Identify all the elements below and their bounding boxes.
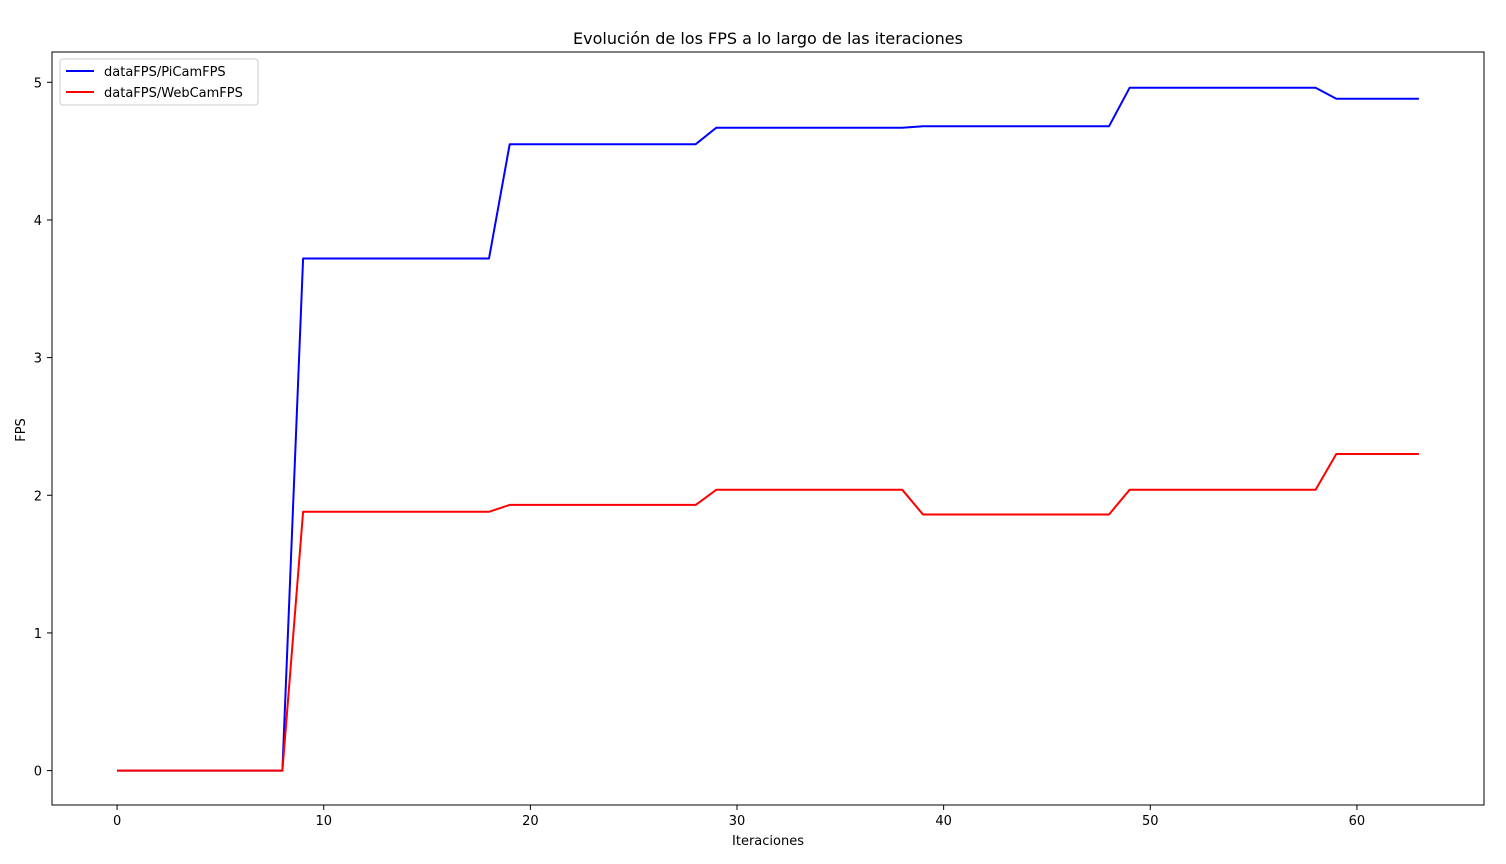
x-tick-label: 40 — [935, 814, 952, 829]
x-tick-label: 0 — [113, 814, 121, 829]
series-line-2 — [117, 453, 1419, 772]
x-tick-label: 60 — [1349, 814, 1366, 829]
x-axis: 0 10 20 30 40 50 60 — [113, 805, 1365, 829]
x-tick-label: 30 — [729, 814, 746, 829]
y-axis: 0 1 2 3 4 5 — [34, 76, 52, 780]
plot-area — [51, 51, 1485, 806]
y-tick-label: 2 — [34, 489, 42, 504]
x-tick-label: 10 — [315, 814, 332, 829]
y-tick-label: 3 — [34, 352, 42, 367]
x-tick-label: 50 — [1142, 814, 1159, 829]
legend-box — [59, 58, 259, 106]
legend: dataFPS/PiCamFPS dataFPS/WebCamFPS — [59, 58, 259, 106]
y-tick-label: 1 — [34, 627, 42, 642]
y-tick-label: 5 — [34, 76, 42, 91]
series-line-1 — [117, 86, 1419, 772]
legend-label-1: dataFPS/PiCamFPS — [104, 65, 226, 80]
y-axis-label: FPS — [14, 418, 29, 442]
y-tick-label: 0 — [34, 765, 42, 780]
x-axis-label: Iteraciones — [732, 834, 804, 849]
series-layer — [117, 86, 1419, 772]
x-tick-label: 20 — [522, 814, 539, 829]
y-tick-label: 4 — [34, 214, 42, 229]
legend-label-2: dataFPS/WebCamFPS — [104, 86, 243, 101]
chart-title: Evolución de los FPS a lo largo de las i… — [573, 29, 963, 48]
plot-frame — [51, 51, 1485, 806]
